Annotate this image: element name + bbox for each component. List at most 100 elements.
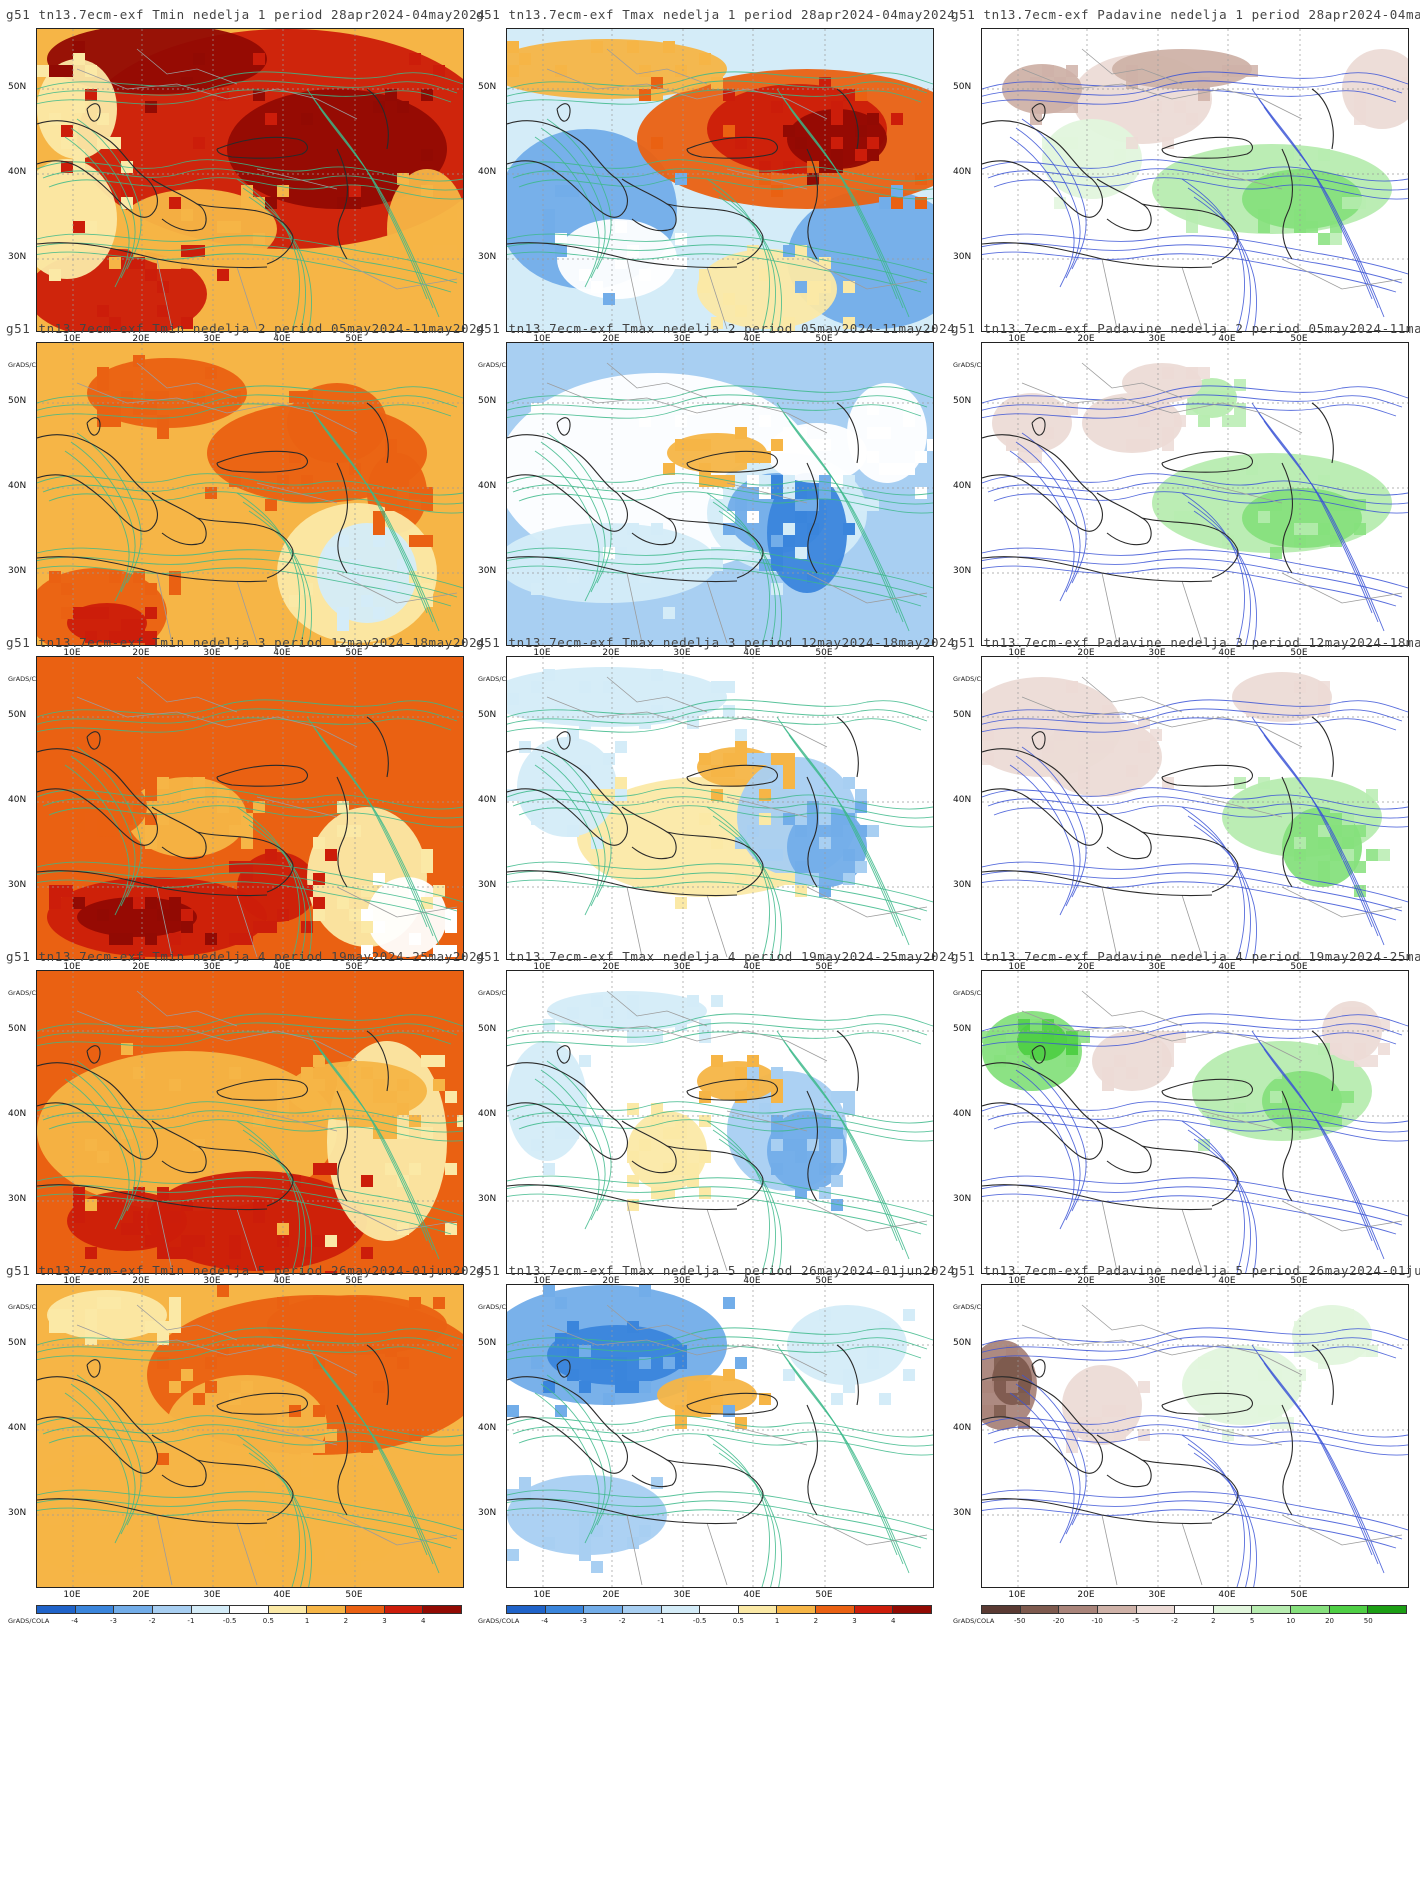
lon-label: 30E <box>673 648 691 658</box>
map-graphic <box>37 657 463 959</box>
lon-label: 10E <box>63 648 81 658</box>
colorbar-swatch <box>1329 1606 1369 1613</box>
colorbar-tick: -2 <box>148 1617 156 1625</box>
map-area <box>506 970 934 1274</box>
lat-label: 30N <box>953 880 972 890</box>
colorbar-swatch <box>1136 1606 1176 1613</box>
map-graphic <box>37 1285 463 1587</box>
lon-label: 50E <box>815 1276 833 1286</box>
lat-label: 50N <box>953 82 972 92</box>
lon-label: 10E <box>1008 334 1026 344</box>
lon-label: 30E <box>673 1590 691 1600</box>
lon-label: 50E <box>1290 334 1308 344</box>
lat-label: 50N <box>953 1338 972 1348</box>
colorbar-swatch <box>37 1606 76 1613</box>
lon-label: 20E <box>602 962 620 972</box>
map-panel: g51 tn13.7ecm-exf Tmax nedelja 5 period … <box>470 1256 955 1635</box>
lon-label: 10E <box>533 1276 551 1286</box>
colorbar-swatch <box>584 1606 623 1613</box>
lat-label: 40N <box>8 795 27 805</box>
lon-label: 50E <box>345 334 363 344</box>
lon-label: 30E <box>203 1590 221 1600</box>
map-area <box>36 342 464 646</box>
lon-label: 40E <box>1218 1590 1236 1600</box>
lon-label: 40E <box>1218 962 1236 972</box>
lat-label: 30N <box>953 1194 972 1204</box>
panel-title: g51 tn13.7ecm-exf Padavine nedelja 4 per… <box>951 949 1420 964</box>
lon-label: 30E <box>1148 334 1166 344</box>
lat-label: 50N <box>953 1024 972 1034</box>
lat-label: 50N <box>478 1024 497 1034</box>
lat-label: 40N <box>478 1109 497 1119</box>
lat-label: 40N <box>953 1109 972 1119</box>
lon-label: 30E <box>673 1276 691 1286</box>
colorbar-tick: 20 <box>1325 1617 1334 1625</box>
lat-label: 50N <box>8 396 27 406</box>
map-panel: g51 tn13.7ecm-exf Tmin nedelja 1 period … <box>0 0 485 379</box>
colorbar-swatch <box>1252 1606 1292 1613</box>
map-graphic <box>37 343 463 645</box>
map-area <box>981 342 1409 646</box>
credit-label: GrADS/COLA <box>8 1617 50 1625</box>
lon-label: 50E <box>815 334 833 344</box>
colorbar-swatch <box>816 1606 855 1613</box>
colorbar-swatch <box>893 1606 932 1613</box>
lon-label: 10E <box>63 334 81 344</box>
lon-label: 20E <box>132 1276 150 1286</box>
lon-label: 10E <box>533 1590 551 1600</box>
lon-label: 40E <box>743 334 761 344</box>
map-graphic <box>507 971 933 1273</box>
lon-label: 40E <box>273 1590 291 1600</box>
lat-label: 40N <box>478 1423 497 1433</box>
panel-title: g51 tn13.7ecm-exf Tmin nedelja 2 period … <box>6 321 486 336</box>
colorbar-swatch <box>114 1606 153 1613</box>
lat-label: 40N <box>8 1109 27 1119</box>
lon-label: 30E <box>1148 1590 1166 1600</box>
credit-label: GrADS/COLA <box>478 1617 520 1625</box>
lon-label: 20E <box>1077 1590 1095 1600</box>
lon-label: 30E <box>673 962 691 972</box>
lon-label: 30E <box>1148 962 1166 972</box>
credit-label: GrADS/COLA <box>8 989 50 997</box>
map-graphic <box>37 29 463 331</box>
colorbar-swatch <box>1291 1606 1330 1613</box>
colorbar-tick: -20 <box>1052 1617 1065 1625</box>
colorbar-tick: -3 <box>109 1617 117 1625</box>
credit-label: GrADS/COLA <box>8 361 50 369</box>
lon-label: 10E <box>1008 1276 1026 1286</box>
panel-title: g51 tn13.7ecm-exf Tmax nedelja 4 period … <box>476 949 956 964</box>
colorbar-tick: -0.5 <box>692 1617 707 1625</box>
colorbar <box>981 1605 1407 1614</box>
lat-label: 50N <box>478 82 497 92</box>
panel-title: g51 tn13.7ecm-exf Tmin nedelja 5 period … <box>6 1263 486 1278</box>
colorbar-tick: 2 <box>813 1617 819 1625</box>
colorbar-swatch <box>982 1606 1021 1613</box>
lon-label: 50E <box>1290 1276 1308 1286</box>
lon-label: 40E <box>273 648 291 658</box>
colorbar-swatch <box>661 1606 701 1613</box>
lon-label: 10E <box>533 648 551 658</box>
credit-label: GrADS/COLA <box>953 989 995 997</box>
lat-label: 40N <box>478 481 497 491</box>
lat-label: 30N <box>8 1194 27 1204</box>
lon-label: 50E <box>345 1590 363 1600</box>
panel-title: g51 tn13.7ecm-exf Tmin nedelja 1 period … <box>6 7 486 22</box>
lon-label: 20E <box>1077 1276 1095 1286</box>
lon-label: 40E <box>743 1276 761 1286</box>
colorbar-tick: 10 <box>1286 1617 1296 1625</box>
lat-label: 30N <box>8 880 27 890</box>
map-area <box>981 656 1409 960</box>
lat-label: 40N <box>478 795 497 805</box>
lon-label: 50E <box>345 962 363 972</box>
lat-label: 50N <box>478 1338 497 1348</box>
lon-label: 50E <box>815 1590 833 1600</box>
colorbar-swatch <box>854 1606 894 1613</box>
map-graphic <box>982 971 1408 1273</box>
lon-label: 30E <box>1148 648 1166 658</box>
colorbar-tick: -4 <box>541 1617 549 1625</box>
colorbar-tick: 50 <box>1363 1617 1373 1625</box>
lon-label: 20E <box>132 334 150 344</box>
colorbar-swatch <box>75 1606 115 1613</box>
colorbar-swatch <box>1368 1606 1407 1613</box>
